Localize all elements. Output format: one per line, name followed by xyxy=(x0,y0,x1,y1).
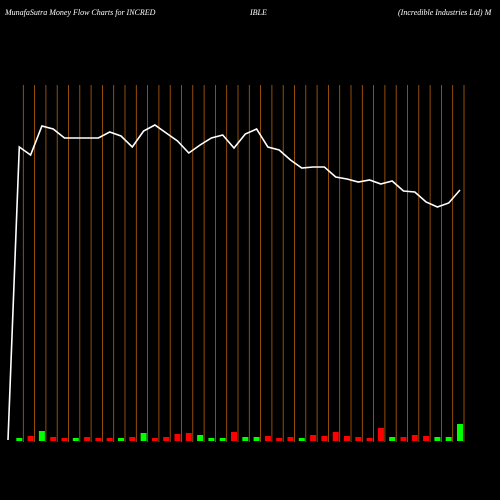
flow-bar xyxy=(389,437,396,441)
flow-bar xyxy=(61,438,68,441)
flow-bar xyxy=(27,436,34,441)
flow-bar xyxy=(310,435,317,441)
flow-bar xyxy=(151,438,158,441)
flow-bar xyxy=(411,435,418,441)
flow-bar xyxy=(287,437,294,441)
flow-bar xyxy=(264,436,271,441)
chart-title: (Incredible Industries Ltd) M xyxy=(398,8,493,17)
money-flow-line xyxy=(7,124,461,441)
flow-bar xyxy=(242,437,249,441)
flow-bar xyxy=(423,436,430,441)
flow-bar xyxy=(38,431,45,441)
flow-bar xyxy=(95,438,102,441)
flow-bar xyxy=(16,438,23,441)
flow-bar xyxy=(457,424,463,441)
flow-bar xyxy=(208,438,215,441)
flow-bar xyxy=(129,437,136,441)
flow-bar xyxy=(377,428,384,441)
flow-bar xyxy=(84,437,91,441)
flow-bar xyxy=(174,434,181,441)
flow-bar xyxy=(321,436,328,441)
flow-bar xyxy=(140,433,147,441)
flow-bar xyxy=(400,437,407,441)
flow-bar xyxy=(50,437,57,441)
flow-bar xyxy=(185,433,192,441)
flow-bar xyxy=(253,437,260,441)
flow-bar xyxy=(355,437,362,441)
flow-bar xyxy=(366,438,373,441)
flow-bar xyxy=(276,438,283,441)
flow-bar xyxy=(106,438,113,441)
flow-bar xyxy=(298,438,305,441)
flow-bar xyxy=(118,438,124,441)
flow-bar xyxy=(72,438,79,441)
flow-bar xyxy=(445,437,452,441)
flow-bar xyxy=(163,437,170,441)
chart-title: IBLE xyxy=(249,8,267,17)
flow-bar xyxy=(197,435,204,441)
flow-bar xyxy=(219,438,226,441)
chart-title: MunafaSutra Money Flow Charts for INCRED xyxy=(4,8,156,17)
flow-bar xyxy=(332,432,339,441)
flow-bar xyxy=(231,432,237,441)
flow-bar xyxy=(344,436,350,441)
flow-bar xyxy=(434,437,441,441)
